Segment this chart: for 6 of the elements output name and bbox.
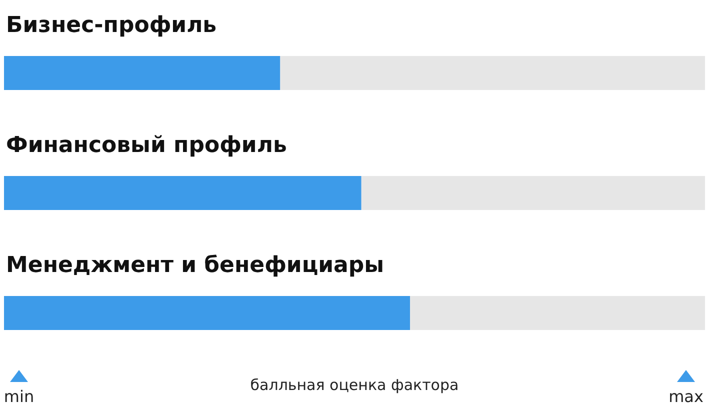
y-tick-label: Бизнес-профиль [6,13,217,38]
text: min [4,387,34,406]
y-tick-label: Менеджмент и бенефициары [6,253,384,278]
text: max [668,387,704,406]
y-tick-label: Финансовый профиль [6,133,287,158]
x-axis-title: балльная оценка фактора [250,376,459,394]
